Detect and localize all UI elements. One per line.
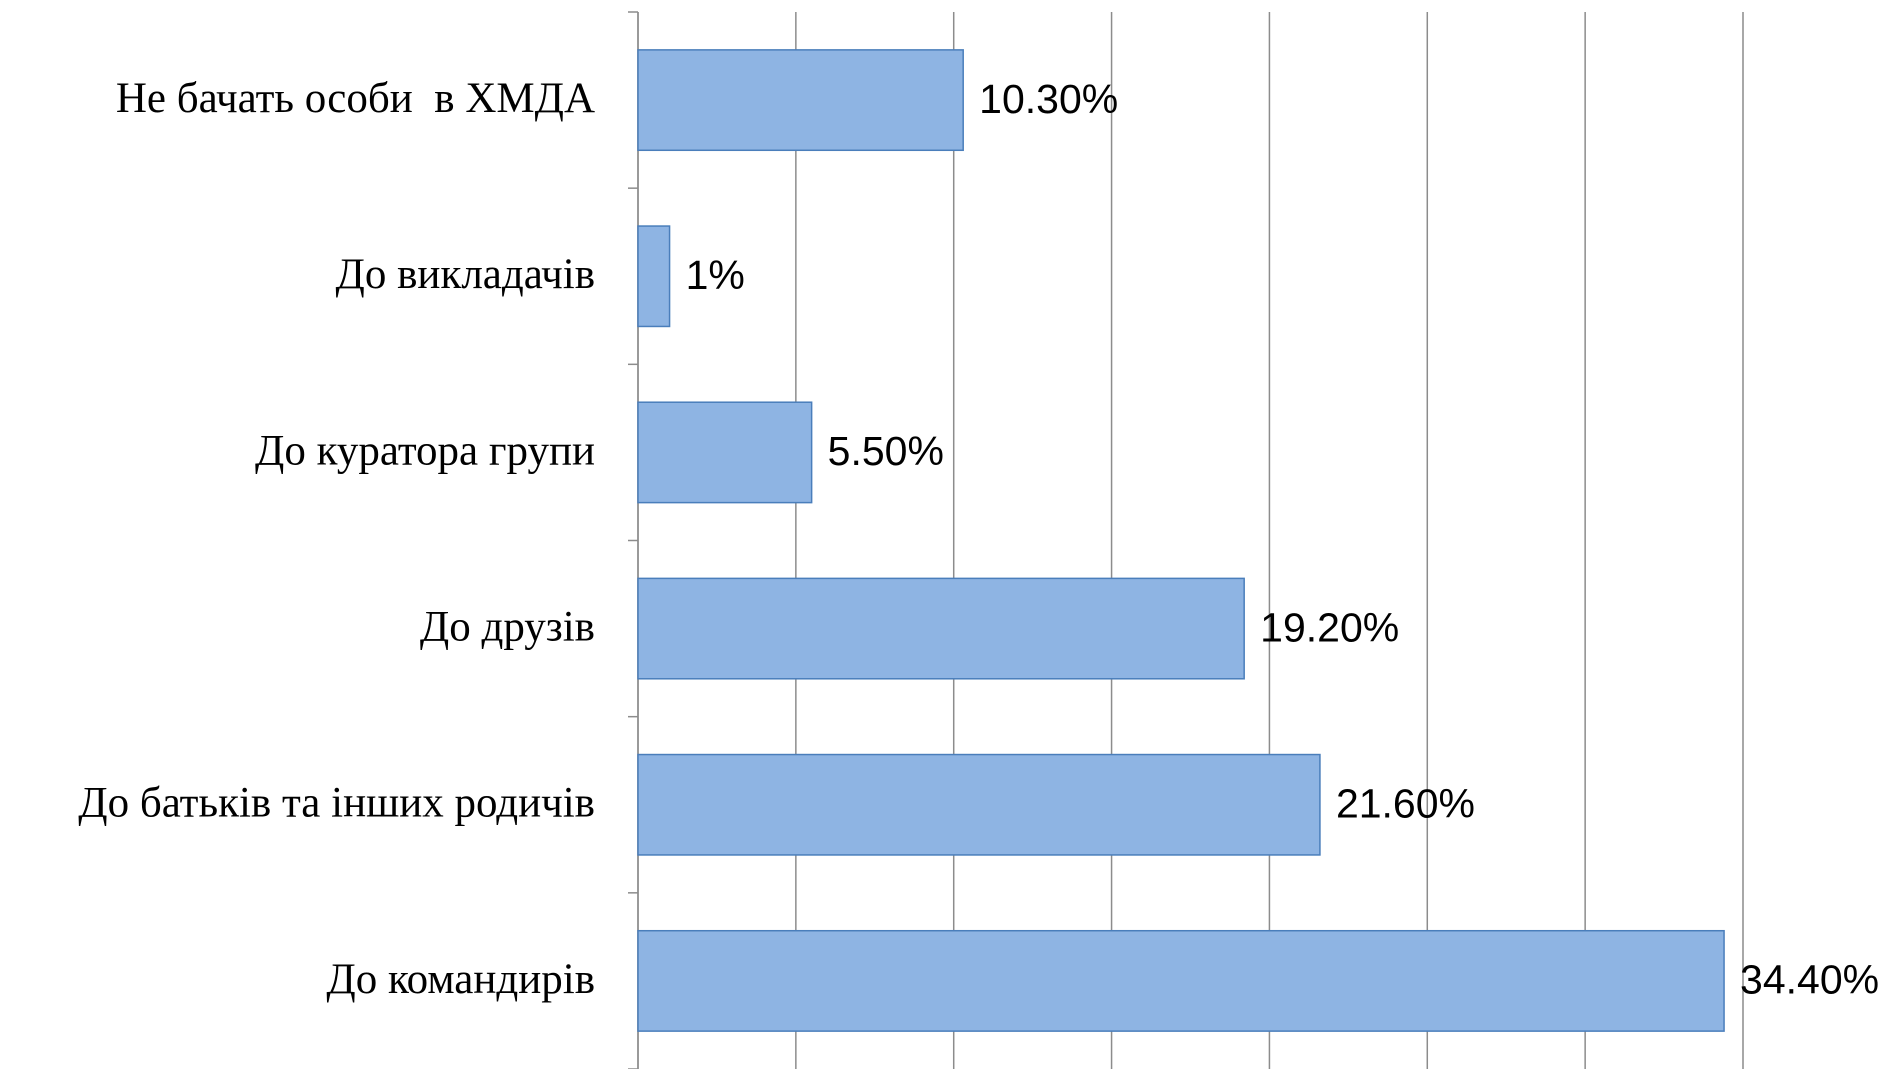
value-label: 19.20% xyxy=(1260,604,1399,650)
category-label: До куратора групи xyxy=(255,427,595,474)
value-label: 1% xyxy=(686,252,745,298)
bar xyxy=(637,577,1245,680)
bar xyxy=(637,225,671,328)
bar xyxy=(637,401,813,504)
category-label: До викладачів xyxy=(336,251,595,298)
value-label: 10.30% xyxy=(979,76,1118,122)
value-label: 34.40% xyxy=(1740,957,1879,1003)
bar xyxy=(637,49,964,152)
category-label: Не бачать особи в ХМДА xyxy=(116,75,595,122)
bar xyxy=(637,929,1725,1032)
category-label: До батьків та інших родичів xyxy=(78,780,595,827)
value-label: 21.60% xyxy=(1336,781,1475,827)
category-label: До друзів xyxy=(420,603,595,650)
value-label: 5.50% xyxy=(828,428,944,474)
bar xyxy=(637,753,1321,856)
category-label: До командирів xyxy=(326,956,595,1003)
